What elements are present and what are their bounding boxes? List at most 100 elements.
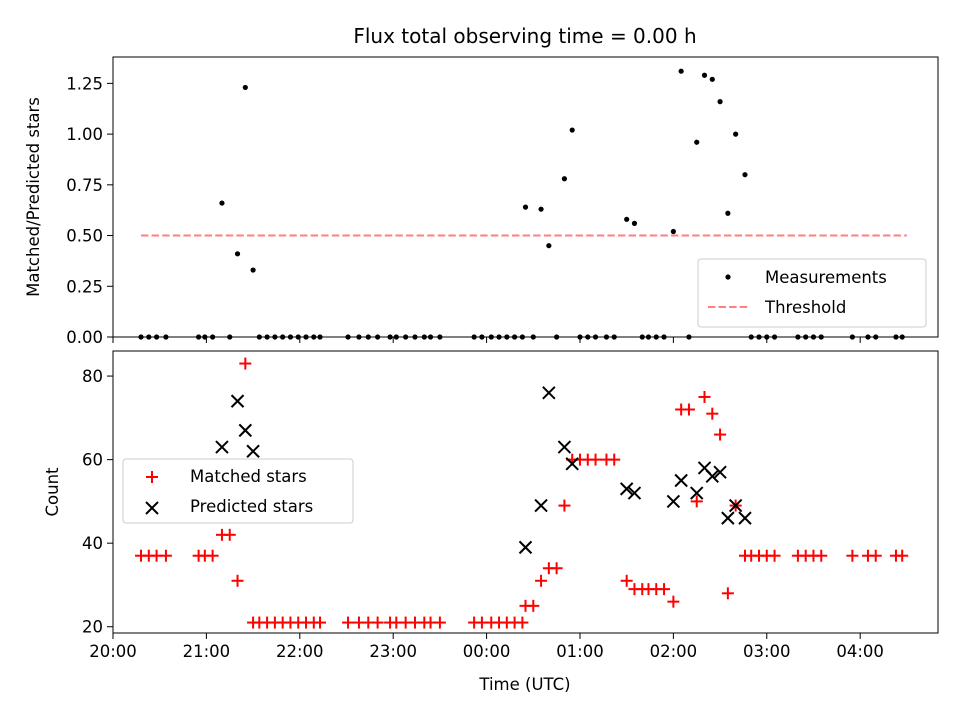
measurement-point (538, 206, 544, 212)
x-tick-label: 20:00 (89, 642, 137, 661)
measurement-point (701, 72, 708, 78)
predicted-star-point (565, 457, 579, 471)
matched-star-point (815, 549, 828, 562)
count-panel: 20 40 60 80 20:00 21:00 22:00 23:00 00:00 01:00 02… (43, 350, 939, 694)
x-tick-label: 01:00 (556, 642, 604, 661)
predicted-star-point (705, 469, 719, 484)
predicted-star-stroke (690, 486, 704, 500)
measurement-point (546, 243, 552, 249)
matched-star-point (768, 549, 781, 562)
matched-star-point (371, 616, 384, 629)
matched-star-point (714, 428, 727, 441)
chart-title: Flux total observing time = 0.00 h (353, 24, 696, 48)
count-y-axis-label: Count (43, 467, 62, 517)
predicted-star-stroke (721, 511, 735, 525)
predicted-legend-marker (145, 501, 159, 515)
y-tick-label: 0.25 (66, 277, 103, 296)
ratio-axis-ticks: 0.00 0.25 0.50 0.75 1.00 1.25 (66, 74, 861, 347)
matched-star-point (682, 403, 695, 416)
x-tick-label: 04:00 (836, 642, 884, 661)
predicted-star-stroke (215, 440, 229, 454)
measurement-point (709, 76, 715, 82)
matched-star-point (667, 595, 680, 608)
predicted-star-stroke (666, 494, 681, 509)
measurement-point (717, 99, 723, 105)
predicted-star-point (666, 494, 681, 509)
measurement-point (631, 220, 638, 226)
predicted-star-point (721, 511, 735, 525)
x-tick-label: 00:00 (463, 642, 511, 661)
predicted-star-point (518, 540, 533, 555)
predicted-star-point (230, 394, 245, 408)
predicted-star-stroke (705, 469, 719, 484)
matched-star-point (527, 599, 540, 612)
matched-legend-marker (146, 471, 158, 483)
matched-star-point (314, 616, 327, 629)
predicted-star-stroke (738, 511, 752, 525)
count-marks (135, 357, 909, 629)
matched-star-point (589, 453, 602, 466)
y-tick-label: 20 (82, 618, 103, 637)
predicted-star-stroke (518, 540, 533, 555)
measurement-point (522, 204, 529, 210)
measurement-point (733, 131, 739, 137)
matched-star-point (223, 528, 236, 541)
measurement-point (250, 267, 256, 273)
predicted-star-stroke (557, 440, 572, 454)
matched-star-point (658, 583, 671, 596)
x-tick-label: 22:00 (276, 642, 324, 661)
predicted-star-stroke (627, 486, 642, 500)
time-x-axis-label: Time (UTC) (478, 675, 570, 694)
matched-star-point (550, 562, 563, 575)
measurement-point (670, 228, 676, 235)
matched-star-point (535, 574, 548, 587)
predicted-star-point (627, 486, 642, 500)
ratio-legend-box (697, 258, 927, 328)
matched-star-point (558, 499, 571, 512)
matched-star-point (206, 549, 219, 562)
predicted-star-stroke (697, 461, 712, 475)
x-tick-label: 21:00 (183, 642, 231, 661)
predicted-star-point (534, 498, 548, 513)
count-legend-box (122, 458, 354, 524)
matched-star-point (159, 549, 172, 562)
predicted-star-point (690, 486, 704, 500)
predicted-star-point (713, 465, 727, 479)
count-legend: Matched stars Predicted stars (122, 458, 354, 524)
matched-star-point (231, 574, 244, 587)
y-tick-label: 1.25 (66, 74, 103, 93)
predicted-star-point (542, 386, 556, 400)
y-tick-label: 80 (82, 367, 103, 386)
predicted-star-stroke (238, 423, 253, 438)
y-tick-label: 0.50 (66, 227, 103, 246)
measurement-point (561, 176, 568, 182)
predicted-star-stroke (565, 457, 579, 471)
y-tick-label: 1.00 (66, 125, 103, 144)
measurements-legend-label: Measurements (765, 268, 887, 287)
measurement-point (242, 84, 248, 91)
predicted-legend-label: Predicted stars (190, 497, 313, 516)
measurement-point (569, 127, 575, 133)
measurement-point (678, 68, 684, 74)
matched-star-point (698, 390, 711, 403)
predicted-star-point (215, 440, 229, 454)
matched-star-point (869, 549, 882, 562)
measurement-point (219, 200, 225, 206)
predicted-star-point (619, 482, 634, 496)
predicted-star-point (728, 498, 743, 513)
predicted-star-stroke (230, 394, 245, 408)
matched-star-point (516, 616, 529, 629)
measurement-point (234, 251, 241, 257)
matched-star-point (706, 407, 719, 420)
predicted-star-point (738, 511, 752, 525)
y-tick-label: 40 (82, 534, 103, 553)
matched-star-point (608, 453, 621, 466)
predicted-star-point (674, 473, 688, 488)
count-axes-frame (112, 350, 939, 634)
y-tick-label: 0.00 (66, 328, 103, 347)
measurement-point (694, 139, 700, 145)
matched-star-point (239, 357, 252, 370)
measurements-legend-marker (725, 274, 731, 280)
